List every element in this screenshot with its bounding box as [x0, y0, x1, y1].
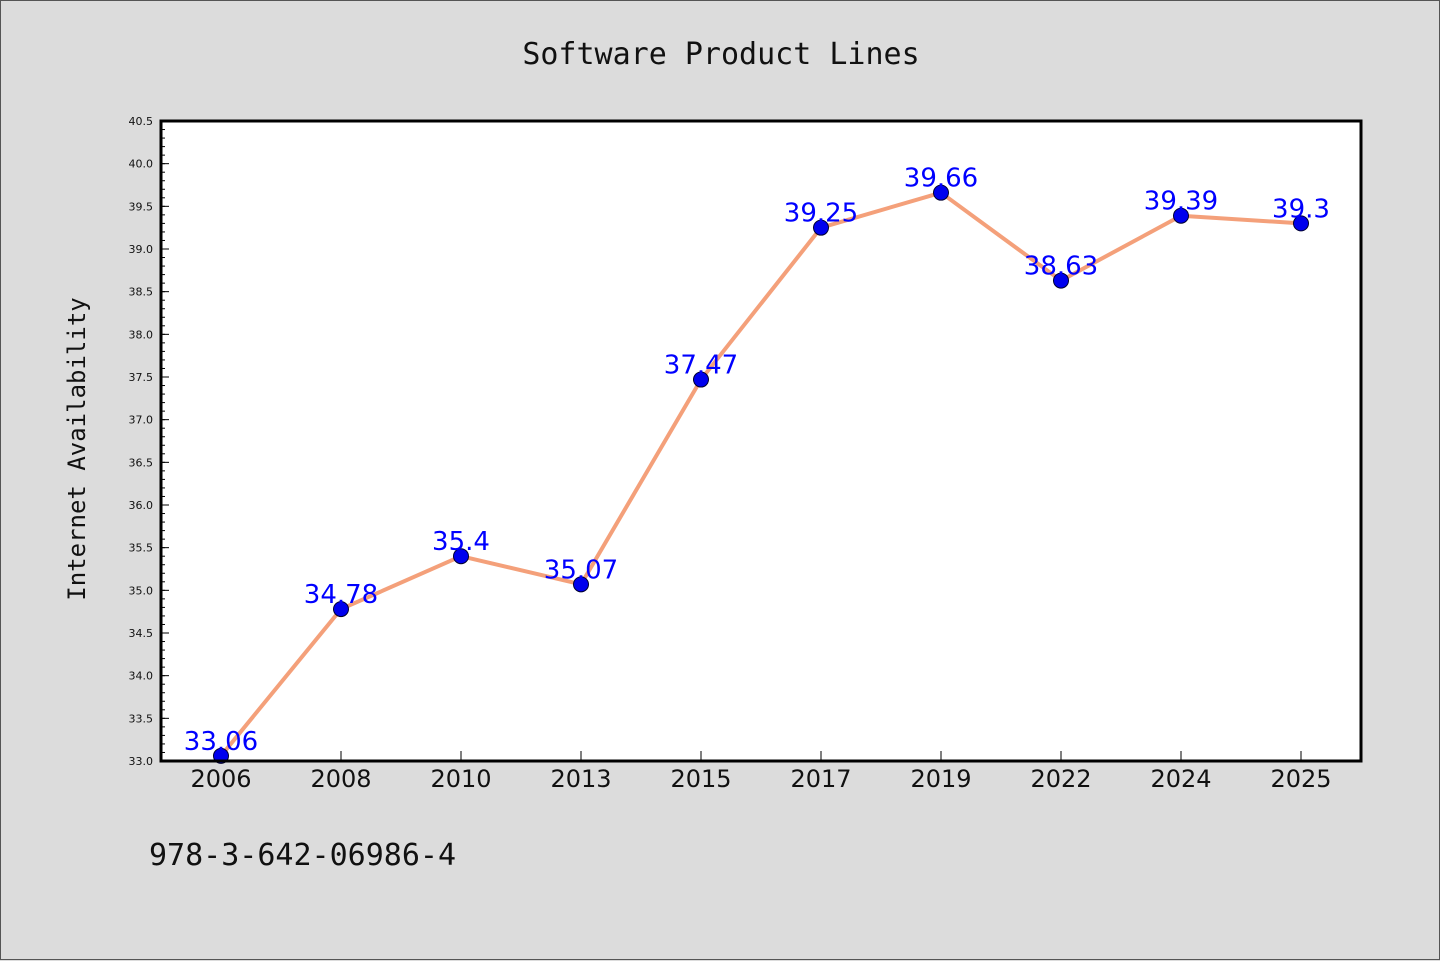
data-label: 34.78 — [304, 580, 378, 610]
data-label: 33.06 — [184, 727, 258, 757]
data-label: 38.63 — [1024, 252, 1098, 282]
data-point — [693, 371, 709, 388]
y-tick-label: 40.0 — [129, 158, 154, 171]
y-tick-label: 34.0 — [129, 670, 154, 683]
data-point — [933, 184, 949, 201]
x-tick-label: 2006 — [190, 765, 251, 793]
x-tick-label: 2013 — [550, 765, 611, 793]
y-axis-title: Internet Availability — [63, 297, 91, 600]
series-line — [219, 190, 1302, 758]
data-label: 37.47 — [664, 351, 738, 381]
x-axis: 2006 2008 2010 2013 2015 2017 2019 2022 2024 2025 — [190, 751, 1332, 793]
y-tick-label: 38.5 — [129, 286, 154, 299]
data-point — [1293, 215, 1309, 232]
data-point — [453, 548, 469, 565]
y-tick-label: 33.5 — [129, 712, 154, 725]
x-tick-label: 2015 — [670, 765, 731, 793]
x-tick-label: 2017 — [790, 765, 851, 793]
data-point — [813, 219, 829, 236]
data-label: 39.3 — [1272, 194, 1330, 224]
y-tick-label: 37.0 — [129, 414, 154, 427]
y-tick-label: 35.0 — [129, 584, 154, 597]
y-tick-label: 37.5 — [129, 371, 154, 384]
y-tick-label: 40.5 — [129, 115, 154, 128]
x-tick-label: 2022 — [1030, 765, 1091, 793]
y-tick-label: 39.0 — [129, 243, 154, 256]
y-tick-label: 39.5 — [129, 200, 154, 213]
plot-border — [159, 119, 1363, 763]
data-label: 39.66 — [904, 164, 978, 194]
data-point — [573, 576, 589, 593]
y-axis: 33.0 33.5 34.0 34.5 35.0 35.5 36.0 36.5 37.0 37.5… — [129, 115, 169, 768]
x-tick-label: 2019 — [910, 765, 971, 793]
y-tick-label: 38.0 — [129, 328, 154, 341]
y-tick-label: 33.0 — [129, 755, 154, 768]
data-labels: 33.06 34.78 35.4 35.07 37.47 39.25 39.66 38.63 3… — [184, 164, 1330, 757]
data-point — [1053, 272, 1069, 289]
y-tick-label: 36.0 — [129, 499, 154, 512]
data-point — [1173, 207, 1189, 224]
x-tick-label: 2025 — [1270, 765, 1331, 793]
chart-title: Software Product Lines — [522, 37, 919, 72]
x-tick-label: 2010 — [430, 765, 491, 793]
footer-code: 978-3-642-06986-4 — [149, 838, 456, 873]
x-tick-label: 2008 — [310, 765, 371, 793]
data-label: 39.39 — [1144, 187, 1218, 217]
data-points — [213, 184, 1309, 764]
x-tick-label: 2024 — [1150, 765, 1211, 793]
y-tick-label: 34.5 — [129, 627, 154, 640]
data-label: 39.25 — [784, 199, 858, 229]
y-tick-label: 35.5 — [129, 542, 154, 555]
y-tick-label: 36.5 — [129, 456, 154, 469]
series-line-group — [219, 190, 1302, 758]
data-label: 35.4 — [432, 527, 490, 557]
data-point — [333, 601, 349, 618]
data-label: 35.07 — [544, 555, 618, 585]
